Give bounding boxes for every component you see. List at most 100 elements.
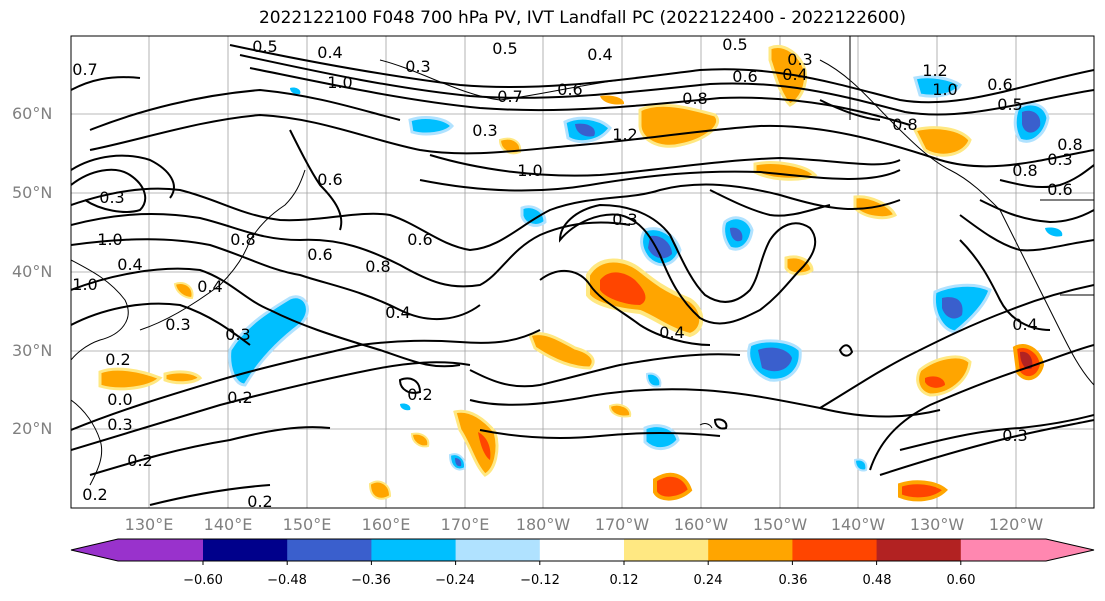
contour-label: 0.8 — [1057, 135, 1082, 154]
neg-anomaly — [645, 372, 662, 388]
pos-anomaly — [410, 432, 430, 448]
colorbar-tick-label: 0.48 — [862, 573, 892, 588]
colorbar — [70, 538, 1095, 565]
contour-label: 0.7 — [497, 87, 522, 106]
pos-anomaly — [173, 282, 194, 300]
lon-label: 120°W — [988, 515, 1044, 534]
contour-label: 1.0 — [97, 230, 122, 249]
contour-label: 0.6 — [407, 230, 432, 249]
contour-label: 0.6 — [732, 67, 757, 86]
colorbar-segment — [876, 539, 962, 561]
pos-anomaly — [498, 137, 522, 155]
lat-label: 40°N — [12, 262, 53, 281]
contour-label: 0.8 — [682, 89, 707, 108]
contour-label: 0.7 — [72, 60, 97, 79]
pos-anomaly — [898, 480, 948, 502]
neg-anomaly — [643, 424, 680, 450]
contour-label: 0.3 — [612, 210, 637, 229]
pos-anomaly — [600, 95, 625, 105]
contour-label: 0.3 — [1047, 150, 1072, 169]
lat-label: 20°N — [12, 419, 53, 438]
pos-anomaly — [1020, 351, 1033, 370]
contour-label: 0.8 — [1012, 161, 1037, 180]
contour-label: 0.6 — [317, 170, 342, 189]
pos-anomaly — [368, 480, 392, 500]
colorbar-outline — [70, 538, 1095, 562]
contour-label: 0.5 — [492, 39, 517, 58]
pos-anomaly — [784, 255, 814, 276]
neg-anomaly — [730, 227, 743, 242]
neg-anomaly — [408, 116, 454, 136]
contour-label: 0.4 — [117, 255, 142, 274]
coastlines — [71, 36, 1094, 486]
neg-anomaly — [853, 458, 868, 472]
neg-anomaly — [1022, 110, 1041, 133]
pos-anomaly — [912, 126, 972, 157]
lon-label: 140°E — [203, 515, 253, 534]
colorbar-segment — [455, 539, 541, 561]
contour-label: 0.4 — [782, 65, 807, 84]
neg-anomaly — [575, 123, 595, 137]
contour-label: 0.5 — [997, 95, 1022, 114]
pos-anomaly — [925, 376, 945, 388]
pos-anomaly — [608, 403, 632, 418]
neg-anomaly — [290, 87, 301, 95]
lon-label: 140°W — [830, 515, 886, 534]
colorbar-segment — [71, 539, 203, 561]
pv-contours — [71, 44, 1094, 506]
pos-anomaly — [638, 103, 719, 148]
pos-anomaly — [478, 432, 491, 460]
contour-label: 0.2 — [247, 492, 272, 511]
contour-label: 0.4 — [385, 303, 410, 322]
pos-anomaly — [98, 367, 163, 391]
contour-label: 0.3 — [1002, 426, 1027, 445]
lon-label: 130°E — [124, 515, 174, 534]
colorbar-segment — [960, 539, 1094, 561]
contour-label: 0.5 — [252, 37, 277, 56]
colorbar-segment — [203, 539, 288, 561]
contour-label: 0.4 — [317, 43, 342, 62]
colorbar-tick-label: −0.36 — [351, 573, 391, 588]
neg-anomaly — [455, 458, 462, 467]
neg-anomaly — [1045, 227, 1063, 237]
colorbar-segment — [539, 539, 625, 561]
colorbar-tick-label: −0.12 — [520, 573, 560, 588]
contour-label: 0.0 — [107, 390, 132, 409]
contour-label: 1.2 — [612, 125, 637, 144]
colorbar-segment — [287, 539, 372, 561]
colorbar-segment — [624, 539, 709, 561]
contour-label: 0.2 — [105, 350, 130, 369]
contour-label: 0.4 — [587, 45, 612, 64]
contour-label: 0.3 — [787, 50, 812, 69]
contour-label: 1.0 — [72, 275, 97, 294]
colorbar-segment — [371, 539, 457, 561]
lat-label: 30°N — [12, 341, 53, 360]
lon-label: 150°E — [282, 515, 332, 534]
neg-anomaly — [942, 297, 963, 319]
colorbar-tick-label: 0.36 — [778, 573, 808, 588]
map-frame — [70, 35, 1095, 509]
contour-label: 1.0 — [932, 80, 957, 99]
lat-label: 50°N — [12, 183, 53, 202]
neg-anomaly — [520, 205, 547, 227]
contour-label: 0.3 — [165, 315, 190, 334]
neg-anomaly — [648, 235, 672, 259]
contour-label: 0.2 — [82, 485, 107, 504]
contour-label: 0.3 — [99, 188, 124, 207]
lon-label: 180°W — [515, 515, 571, 534]
contour-label: 0.4 — [659, 323, 684, 342]
map-title: 2022122100 F048 700 hPa PV, IVT Landfall… — [258, 8, 906, 28]
lon-label: 160°W — [673, 515, 729, 534]
contour-label: 0.6 — [1047, 180, 1072, 199]
contour-label: 0.2 — [127, 451, 152, 470]
contour-label: 0.8 — [892, 115, 917, 134]
colorbar-tick-label: −0.60 — [183, 573, 223, 588]
lon-label: 170°E — [440, 515, 490, 534]
colorbar-tick-label: −0.48 — [267, 573, 307, 588]
contour-label: 1.0 — [327, 73, 352, 92]
contour-label: 0.8 — [365, 257, 390, 276]
lat-label: 60°N — [12, 104, 53, 123]
neg-anomaly — [913, 75, 962, 98]
pos-anomaly — [768, 45, 808, 107]
lon-label: 170°W — [594, 515, 650, 534]
